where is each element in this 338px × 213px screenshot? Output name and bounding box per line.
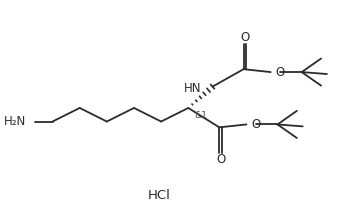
Text: HCl: HCl bbox=[148, 189, 171, 202]
Text: H₂N: H₂N bbox=[4, 115, 26, 128]
Text: O: O bbox=[251, 118, 261, 131]
Text: &1: &1 bbox=[194, 111, 207, 120]
Text: O: O bbox=[216, 153, 225, 166]
Text: HN: HN bbox=[184, 82, 201, 95]
Text: O: O bbox=[240, 31, 250, 44]
Text: O: O bbox=[275, 66, 285, 79]
